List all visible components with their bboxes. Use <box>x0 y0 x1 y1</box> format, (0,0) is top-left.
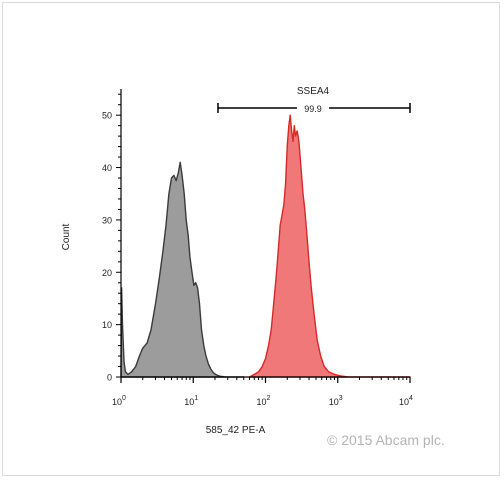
flow-histogram: 0 10 20 30 40 50 100 101 102 103 104 585_42 PE-A Cou… <box>61 86 413 436</box>
gate-label: SSEA4 <box>297 86 330 97</box>
histogram-series-1 <box>120 161 245 378</box>
x-tick-label: 103 <box>329 395 343 407</box>
histogram-series-2 <box>248 114 411 378</box>
gate-percent: 99.9 <box>304 104 322 114</box>
copyright-text: © 2015 Abcam plc. <box>327 432 445 448</box>
y-tick-label: 50 <box>102 111 112 121</box>
x-tick-label: 104 <box>399 395 413 407</box>
figure-frame: 0 10 20 30 40 50 100 101 102 103 104 585_42 PE-A Cou… <box>2 2 500 476</box>
x-axis-label: 585_42 PE-A <box>206 425 266 436</box>
y-tick-label: 0 <box>107 373 112 383</box>
y-tick-label: 20 <box>102 268 112 278</box>
y-axis-label: Count <box>61 223 72 250</box>
y-tick-label: 10 <box>102 320 112 330</box>
x-tick-label: 102 <box>257 395 271 407</box>
y-tick-label: 40 <box>102 163 112 173</box>
gate-percent-background <box>297 101 329 113</box>
y-tick-label: 30 <box>102 215 112 225</box>
x-tick-label: 100 <box>112 395 126 407</box>
x-tick-label: 101 <box>184 395 198 407</box>
